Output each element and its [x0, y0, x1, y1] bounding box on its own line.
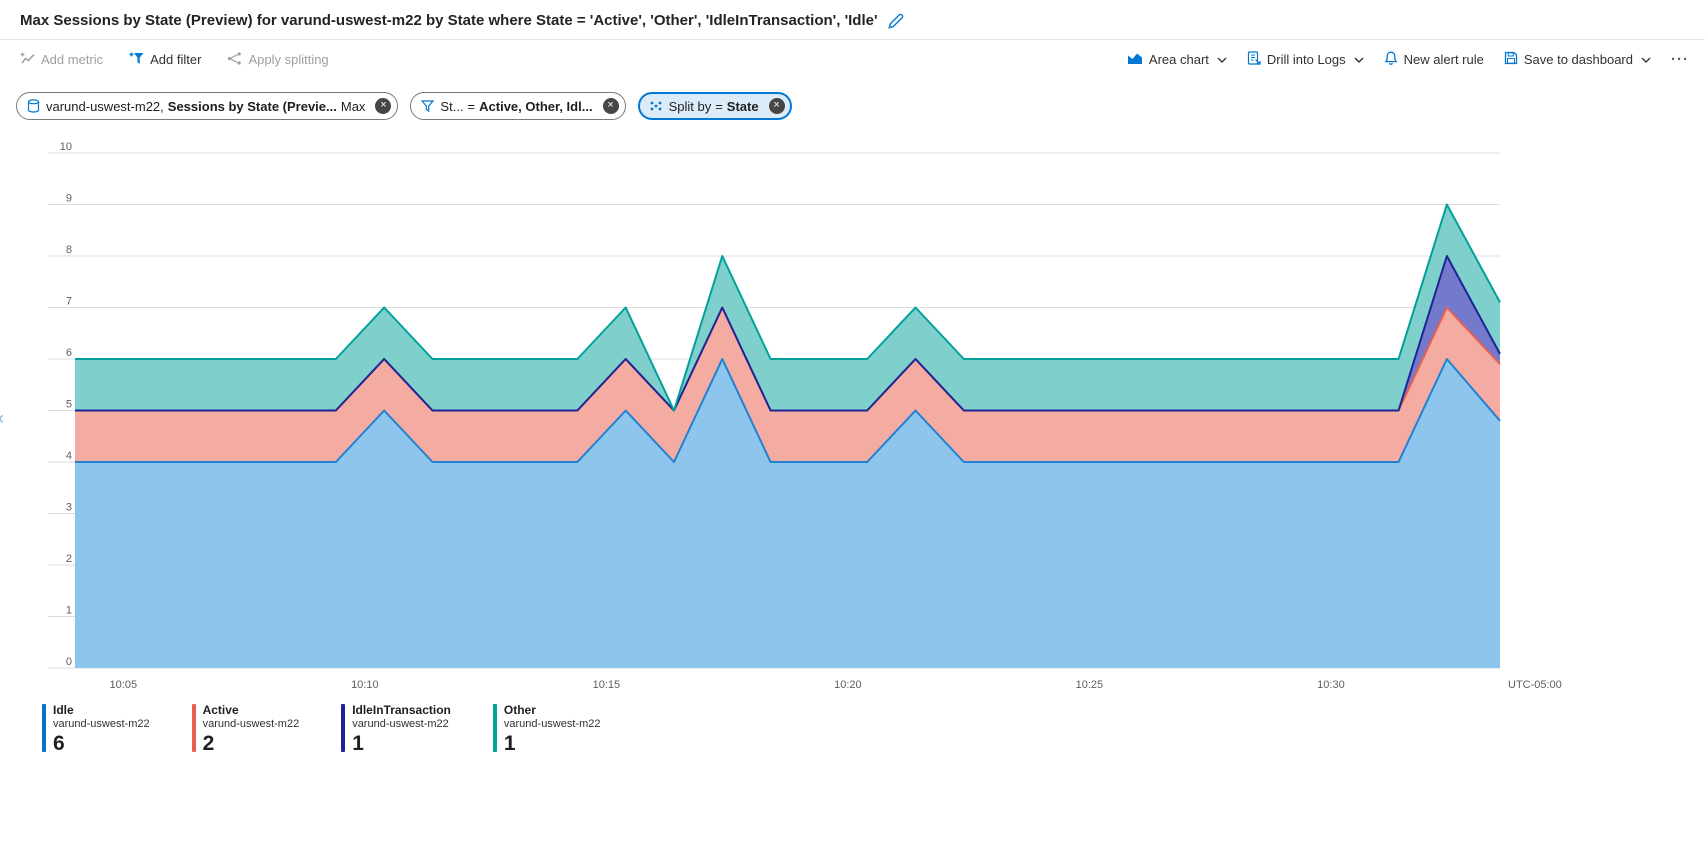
- chevron-down-icon: [1217, 57, 1227, 63]
- chevron-down-icon: [1354, 57, 1364, 63]
- legend-color-bar: [42, 704, 46, 752]
- chart-title-row: Max Sessions by State (Preview) for varu…: [0, 0, 1705, 39]
- drill-into-logs-dropdown[interactable]: Drill into Logs: [1247, 51, 1364, 68]
- split-chip[interactable]: Split by = State ×: [637, 92, 792, 120]
- y-axis-label: 6: [66, 347, 72, 359]
- save-to-dashboard-dropdown[interactable]: Save to dashboard: [1504, 51, 1651, 68]
- x-axis-label: 10:25: [1076, 679, 1104, 691]
- add-metric-icon: [20, 52, 35, 68]
- legend-series-name: Idle: [53, 703, 74, 717]
- add-metric-button: Add metric: [20, 52, 103, 68]
- add-filter-button[interactable]: Add filter: [129, 52, 201, 68]
- toolbar-right-group: Area chart Drill into Logs New alert rul…: [1127, 51, 1689, 68]
- page-title: Max Sessions by State (Preview) for varu…: [20, 12, 878, 29]
- filter-chip-value: Active, Other, Idl...: [479, 98, 593, 114]
- y-axis-label: 7: [66, 296, 72, 308]
- remove-filter-chip-icon[interactable]: ×: [602, 98, 619, 114]
- chevron-down-icon: [1641, 57, 1651, 63]
- series-area-idle: [75, 359, 1500, 668]
- new-alert-rule-label: New alert rule: [1403, 52, 1484, 67]
- remove-split-chip-icon[interactable]: ×: [768, 98, 785, 114]
- chart-type-label: Area chart: [1148, 52, 1209, 67]
- chart-area: 0 1 2 3 4 5 6 7 8 9 10 10:05 10:10 10:15 10:20 10:25 10:…: [0, 128, 1705, 700]
- legend-resource-name: varund-uswest-m22: [503, 718, 601, 730]
- alert-bell-icon: [1384, 51, 1398, 68]
- split-dots-icon: [649, 100, 663, 112]
- filter-plus-icon: [129, 52, 144, 68]
- y-axis-label: 8: [66, 244, 72, 256]
- x-axis-label: 10:05: [110, 679, 138, 691]
- legend-series-value: 1: [503, 732, 516, 755]
- apply-splitting-button: Apply splitting: [227, 51, 329, 68]
- legend-resource-name: varund-uswest-m22: [202, 718, 300, 730]
- edit-title-icon[interactable]: [887, 13, 904, 29]
- funnel-icon: [421, 100, 435, 112]
- x-axis-label: 10:30: [1317, 679, 1345, 691]
- legend-series-value: 6: [53, 732, 65, 755]
- series-area-active: [75, 307, 1500, 462]
- legend-series-value: 1: [352, 732, 364, 755]
- remove-metric-chip-icon[interactable]: ×: [375, 98, 392, 114]
- y-axis-label: 1: [66, 605, 72, 617]
- new-alert-rule-button[interactable]: New alert rule: [1384, 51, 1484, 68]
- chart-legend: Idle varund-uswest-m22 6 Active varund-u…: [0, 700, 1705, 754]
- more-options-button[interactable]: ···: [1671, 51, 1689, 68]
- y-axis-label: 2: [66, 553, 72, 565]
- legend-resource-name: varund-uswest-m22: [53, 718, 150, 730]
- legend-series-name: Active: [202, 703, 239, 717]
- chart-type-dropdown[interactable]: Area chart: [1127, 52, 1227, 68]
- filter-chip-field: St...: [440, 98, 464, 114]
- series-line-idleintransaction: [75, 255, 1501, 412]
- series-line-idle: [75, 358, 1501, 463]
- legend-item-idleintransaction[interactable]: IdleInTransaction varund-uswest-m22 1: [341, 704, 451, 754]
- y-axis-label: 3: [66, 502, 72, 514]
- metric-chip-resource: varund-uswest-m22,: [46, 98, 164, 114]
- filter-chip[interactable]: St... = Active, Other, Idl... ×: [410, 92, 626, 120]
- split-chip-label: Split by: [668, 98, 712, 114]
- series-line-other: [75, 203, 1501, 412]
- metric-chip-aggregation: Max: [340, 98, 366, 114]
- save-to-dashboard-label: Save to dashboard: [1523, 52, 1633, 67]
- y-axis-label: 9: [66, 193, 72, 205]
- pane-collapse-chevron-icon[interactable]: ‹: [0, 408, 4, 429]
- add-filter-label: Add filter: [150, 52, 202, 67]
- y-axis-label: 4: [66, 450, 72, 462]
- split-chip-operator: =: [715, 98, 723, 114]
- stacked-area-chart[interactable]: 0 1 2 3 4 5 6 7 8 9 10 10:05 10:10 10:15 10:20 10:25 10:…: [0, 128, 1705, 700]
- drill-into-logs-label: Drill into Logs: [1266, 52, 1346, 67]
- filter-chip-operator: =: [467, 98, 476, 114]
- legend-item-active[interactable]: Active varund-uswest-m22 2: [191, 703, 300, 755]
- split-icon: [227, 51, 242, 68]
- x-axis-label: 10:15: [593, 679, 621, 691]
- apply-splitting-label: Apply splitting: [248, 52, 329, 67]
- metric-chip[interactable]: varund-uswest-m22, Sessions by State (Pr…: [16, 92, 399, 120]
- split-chip-value: State: [726, 98, 759, 114]
- legend-series-value: 2: [202, 732, 215, 755]
- legend-series-name: Other: [503, 703, 536, 717]
- database-icon: [27, 99, 40, 113]
- metric-chip-metric: Sessions by State (Previe...: [167, 98, 337, 114]
- y-axis-label: 0: [66, 656, 72, 668]
- legend-color-bar: [492, 704, 497, 752]
- legend-item-idle[interactable]: Idle varund-uswest-m22 6: [42, 704, 150, 754]
- legend-series-name: IdleInTransaction: [352, 703, 451, 717]
- legend-color-bar: [341, 704, 346, 752]
- save-icon: [1504, 51, 1518, 68]
- timezone-label: UTC-05:00: [1508, 679, 1562, 691]
- add-metric-label: Add metric: [41, 52, 104, 67]
- y-axis-label: 10: [60, 141, 72, 153]
- logs-document-icon: [1247, 51, 1261, 68]
- legend-item-other[interactable]: Other varund-uswest-m22 1: [492, 703, 601, 755]
- x-axis-label: 10:20: [834, 679, 862, 691]
- query-chips-row: varund-uswest-m22, Sessions by State (Pr…: [0, 79, 1705, 128]
- legend-resource-name: varund-uswest-m22: [352, 718, 449, 730]
- area-chart-icon: [1127, 52, 1143, 68]
- legend-color-bar: [191, 704, 196, 752]
- x-axis-label: 10:10: [351, 679, 379, 691]
- metrics-toolbar: Add metric Add filter Apply splitting Ar…: [0, 39, 1705, 79]
- y-axis-label: 5: [66, 399, 72, 411]
